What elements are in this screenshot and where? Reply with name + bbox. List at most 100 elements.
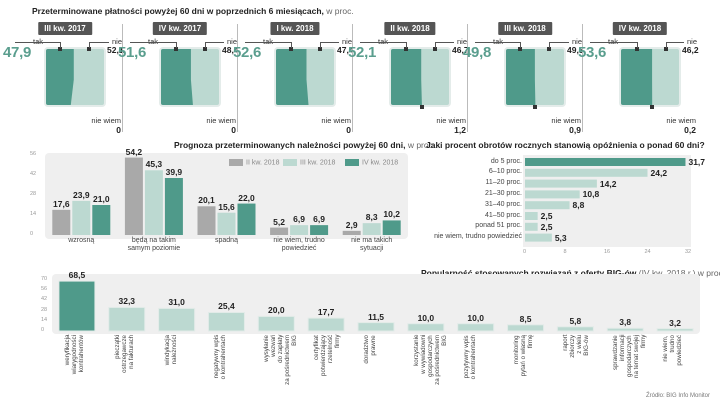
bar-value-label: 32,3 xyxy=(118,296,136,307)
nie-marker xyxy=(318,47,323,51)
bar-value-label: 31,7 xyxy=(688,157,706,167)
bar xyxy=(207,311,245,332)
y-tick-label: 0 xyxy=(41,327,45,333)
bar xyxy=(457,323,495,332)
tak-marker xyxy=(289,47,294,51)
category-label: ponad 51 proc. xyxy=(475,222,522,230)
legend-item: IV kw. 2018 xyxy=(345,159,398,166)
turnover-chart xyxy=(523,155,691,247)
bar xyxy=(407,323,445,332)
nie-wiem-marker xyxy=(419,105,424,109)
category-label-line: nie ma takich xyxy=(351,237,393,244)
bar xyxy=(307,317,345,332)
category-label: windykacja należności xyxy=(163,335,178,366)
category-label-line: nie wiem, trudno xyxy=(273,237,325,244)
bar-value-label: 2,5 xyxy=(540,211,553,221)
tak-connector xyxy=(245,42,292,43)
category-label: negatywny wpis o kontrahentach xyxy=(213,335,228,380)
bar xyxy=(290,225,309,235)
tak-nie-shape xyxy=(506,49,536,105)
bar xyxy=(197,206,216,235)
category-label: spadną xyxy=(190,237,263,245)
category-label-line: powiedzieć xyxy=(281,245,317,252)
tak-label: tak xyxy=(378,37,388,46)
popularity-title-text: Popularność stosowanych rozwiązań z ofer… xyxy=(421,268,637,278)
nie-wiem-label: nie wiem xyxy=(551,116,581,125)
nie-label: nie xyxy=(112,37,123,46)
bar xyxy=(310,225,329,235)
nie-marker xyxy=(433,47,438,51)
x-tick-label: 32 xyxy=(685,249,692,255)
legend-item: II kw. 2018 xyxy=(229,159,279,166)
forecast-title-text: Prognoza przeterminowanych należności po… xyxy=(174,140,406,150)
category-label: będą na takim samym poziomie xyxy=(118,237,191,253)
tak-nie-box xyxy=(619,47,681,107)
bar-value-label: 10,0 xyxy=(417,312,435,323)
bar xyxy=(108,306,146,332)
tak-label: tak xyxy=(493,37,503,46)
bar xyxy=(144,170,163,235)
section1-title-text: Przeterminowane płatności powyżej 60 dni… xyxy=(32,6,324,16)
forecast-chart xyxy=(45,153,408,239)
legend-label: IV kw. 2018 xyxy=(362,159,399,167)
bar xyxy=(525,233,552,242)
category-label: 11–20 proc. xyxy=(485,179,522,187)
x-tick-label: 16 xyxy=(604,249,611,255)
bar-value-label: 68,5 xyxy=(68,270,86,281)
quarter-label: III kw. 2017 xyxy=(38,22,92,35)
nie-connector xyxy=(435,42,454,43)
nie-wiem-value: 0,9 xyxy=(569,125,581,135)
tak-label: tak xyxy=(148,37,158,46)
category-label: nie wiem, trudno powiedzieć xyxy=(662,335,684,366)
bar xyxy=(362,223,381,235)
category-label: wzrosną xyxy=(45,237,118,245)
category-label: raport zbiorczy z wielu BIG-ów xyxy=(562,335,591,358)
tak-nie-box xyxy=(274,47,336,107)
tak-area xyxy=(621,49,653,105)
bar xyxy=(72,200,91,235)
category-label: weryfikacja wiarygodności kontrahentów xyxy=(63,335,85,375)
bar-value-label: 3,2 xyxy=(669,317,681,328)
bar-value-label: 45,3 xyxy=(145,159,163,170)
quarter-label: IV kw. 2017 xyxy=(152,22,208,35)
popularity-chart-title: Popularność stosowanych rozwiązań z ofer… xyxy=(421,268,720,278)
tak-nie-box xyxy=(159,47,221,107)
bar xyxy=(525,190,580,199)
bar xyxy=(357,322,395,332)
bar-value-label: 15,6 xyxy=(218,201,235,212)
nie-connector-stub xyxy=(549,42,551,48)
bar-value-label: 21,0 xyxy=(93,194,110,204)
section1-title-unit: w proc. xyxy=(323,6,354,16)
category-label-line: wzrosną xyxy=(68,237,95,244)
legend-swatch xyxy=(283,159,297,166)
category-label: 21–30 proc. xyxy=(485,189,522,197)
bar-value-label: 17,6 xyxy=(53,198,70,209)
bar xyxy=(525,201,570,210)
category-label-line: będą na takim xyxy=(131,237,176,244)
category-label: sprawdzanie informacji gospodarczych na … xyxy=(612,335,648,378)
tak-connector-stub xyxy=(59,42,61,48)
nie-connector xyxy=(88,42,109,43)
category-label: do 5 proc. xyxy=(490,157,522,165)
bar-value-label: 5,8 xyxy=(569,315,582,326)
quarter-label: IV kw. 2018 xyxy=(612,22,668,35)
bar xyxy=(257,315,295,332)
y-tick-label: 28 xyxy=(41,306,48,313)
nie-connector xyxy=(549,42,569,43)
bar xyxy=(525,168,648,177)
category-label-line: spadną xyxy=(215,237,238,244)
tak-connector-stub xyxy=(291,42,293,48)
bar xyxy=(556,326,594,332)
tak-connector-stub xyxy=(520,42,522,48)
nie-connector-stub xyxy=(435,42,437,48)
bar-value-label: 14,2 xyxy=(599,178,617,189)
section1-title: Przeterminowane płatności powyżej 60 dni… xyxy=(32,6,354,16)
bar-value-label: 20,1 xyxy=(198,195,215,206)
tak-connector xyxy=(15,42,60,43)
card-divider xyxy=(237,24,238,132)
quarter-label: I kw. 2018 xyxy=(270,22,320,35)
y-tick-label: 56 xyxy=(41,286,48,293)
